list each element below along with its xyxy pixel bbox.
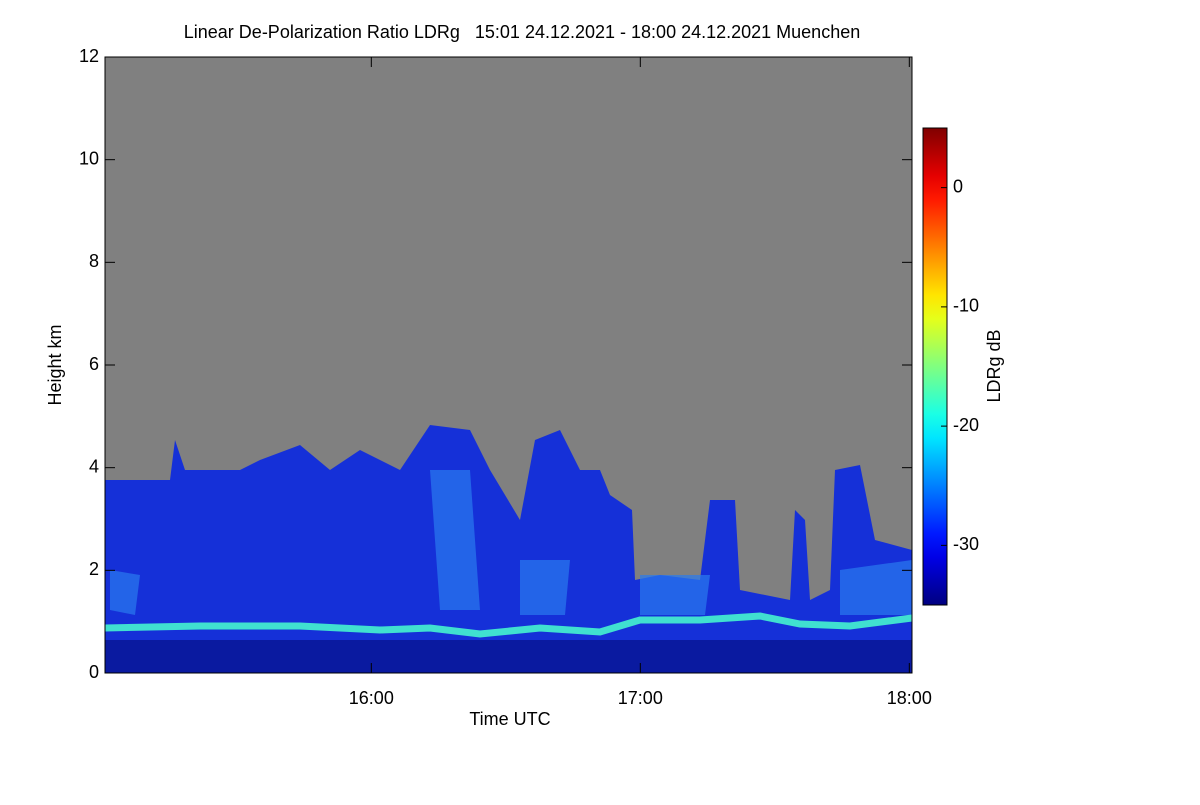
chart-title: Linear De-Polarization Ratio LDRg 15:01 … [184,22,860,42]
x-tick-label: 16:00 [349,688,394,708]
field [104,57,913,673]
x-axis-label: Time UTC [469,709,550,729]
y-tick-label: 12 [79,46,99,66]
layer [104,612,913,638]
y-tick-label: 2 [89,559,99,579]
colorbar-tick-label: 0 [953,176,963,196]
colorbar-tick-label: -30 [953,534,979,554]
y-axis-label: Height km [45,324,65,405]
y-tick-label: 10 [79,148,99,168]
cloud [105,425,912,673]
y-tick-label: 8 [89,251,99,271]
colorbar-tick-label: -10 [953,296,979,316]
cloud-core [105,640,912,673]
colorbar [923,128,947,605]
y-tick-label: 0 [89,662,99,682]
x-tick-label: 17:00 [618,688,663,708]
y-tick-label: 6 [89,354,99,374]
y-tick-label: 4 [89,456,99,476]
colorbar-frame [922,127,948,606]
colorbar-label: LDRg dB [984,329,1004,402]
colorbar-tick-label: -20 [953,415,979,435]
x-tick-label: 18:00 [887,688,932,708]
